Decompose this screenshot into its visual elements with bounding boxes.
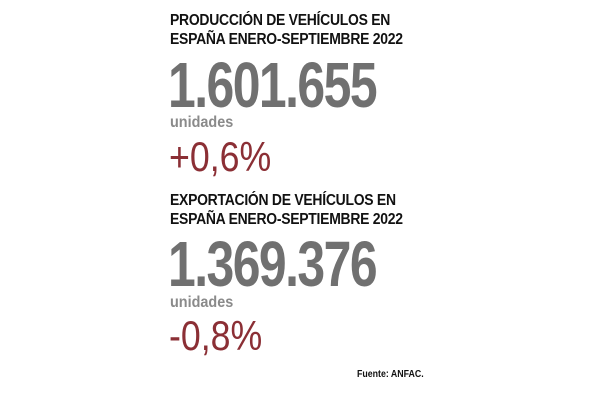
produccion-change: +0,6% <box>169 133 272 180</box>
produccion-heading-line1: PRODUCCIÓN DE VEHÍCULOS EN <box>170 12 391 29</box>
exportacion-heading: EXPORTACIÓN DE VEHÍCULOS EN ESPAÑA ENERO… <box>170 191 404 229</box>
produccion-heading-line2: ESPAÑA ENERO-SEPTIEMBRE 2022 <box>170 31 403 48</box>
source-note: Fuente: ANFAC. <box>357 369 424 380</box>
produccion-heading: PRODUCCIÓN DE VEHÍCULOS EN ESPAÑA ENERO-… <box>170 11 404 49</box>
produccion-value: 1.601.655 <box>168 49 378 121</box>
produccion-units: unidades <box>170 114 234 131</box>
exportacion-units: unidades <box>170 294 234 311</box>
exportacion-heading-line2: ESPAÑA ENERO-SEPTIEMBRE 2022 <box>170 211 403 228</box>
exportacion-heading-line1: EXPORTACIÓN DE VEHÍCULOS EN <box>170 192 396 209</box>
exportacion-change: -0,8% <box>169 312 263 359</box>
exportacion-value: 1.369.376 <box>168 228 378 300</box>
